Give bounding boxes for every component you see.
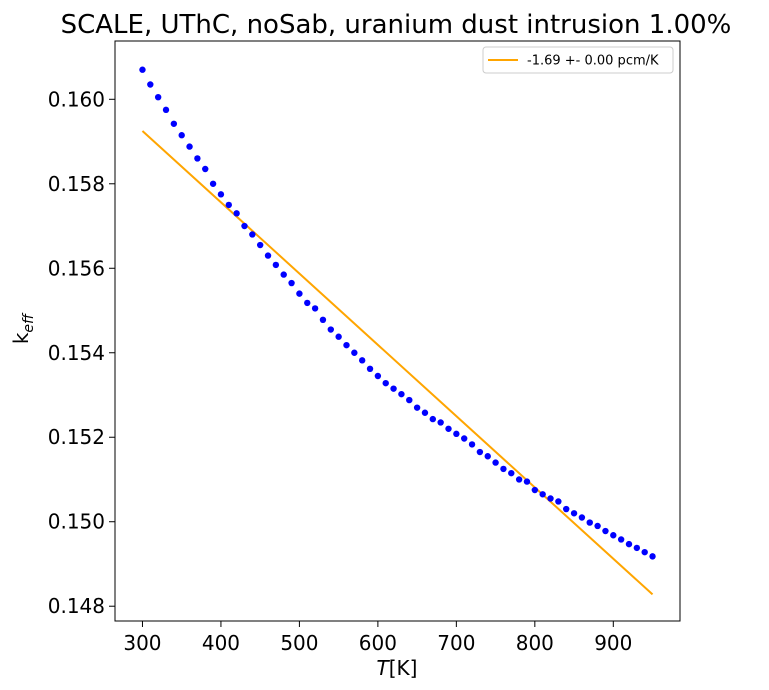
data-point [413, 404, 421, 411]
data-point [625, 540, 633, 548]
x-tick-label: 500 [280, 631, 318, 655]
data-point [484, 453, 491, 460]
data-point [531, 486, 539, 494]
data-point [178, 132, 185, 139]
data-point [461, 435, 468, 442]
data-point [641, 548, 648, 556]
data-point [280, 271, 287, 278]
data-point [547, 495, 554, 502]
data-point [406, 396, 413, 404]
x-axis-label-main: T [377, 656, 391, 680]
y-tick-label: 0.158 [48, 172, 105, 196]
data-point [272, 261, 280, 269]
data-point [398, 390, 405, 398]
data-point [476, 448, 484, 456]
data-point [162, 106, 170, 114]
data-point [241, 222, 248, 230]
data-point [390, 385, 397, 392]
data-point [421, 409, 429, 416]
data-point [343, 341, 350, 349]
x-tick-label: 900 [594, 631, 632, 655]
data-point [523, 478, 531, 485]
data-point [296, 290, 303, 297]
data-point [139, 66, 146, 73]
data-point [586, 519, 593, 526]
y-tick-label: 0.148 [48, 594, 105, 618]
chart-title: SCALE, UThC, noSab, uranium dust intrusi… [61, 10, 732, 40]
x-axis-label-unit: [K] [389, 656, 418, 680]
y-axis-label: keff [9, 312, 37, 344]
data-point [633, 544, 641, 552]
y-tick-label: 0.154 [48, 341, 105, 365]
data-point [311, 305, 319, 312]
data-point [382, 379, 389, 387]
legend-box [482, 46, 674, 74]
data-point [209, 180, 217, 187]
data-point [147, 81, 154, 88]
x-axis-label: T[K] [377, 656, 418, 680]
data-point [304, 299, 311, 307]
data-point [649, 553, 656, 560]
x-tick-label: 700 [437, 631, 475, 655]
data-point [264, 252, 272, 259]
legend: -1.69 +- 0.00 pcm/K [482, 46, 674, 74]
data-point [539, 491, 546, 498]
x-tick-label: 600 [359, 631, 397, 655]
data-point [374, 372, 382, 380]
data-point [319, 316, 327, 324]
y-axis-ticks: 0.148 0.150 0.152 0.154 0.156 0.158 0.160 [48, 87, 115, 618]
legend-label: -1.69 +- 0.00 pcm/K [527, 54, 659, 69]
data-point [225, 201, 232, 209]
data-point [288, 279, 295, 287]
data-point [202, 165, 209, 173]
data-point [351, 349, 358, 356]
data-point [194, 155, 201, 162]
data-point [249, 231, 256, 238]
data-point [256, 241, 264, 249]
data-point [555, 498, 562, 505]
data-point [617, 536, 625, 543]
x-tick-label: 800 [516, 631, 554, 655]
data-point [594, 522, 601, 530]
data-point [335, 333, 342, 340]
data-point [217, 191, 225, 198]
data-point [602, 527, 609, 535]
data-point [492, 459, 499, 466]
y-axis-label-subscript: eff [21, 312, 37, 333]
x-tick-label: 300 [123, 631, 161, 655]
data-point [233, 210, 240, 217]
data-point [563, 505, 570, 513]
data-point [570, 510, 578, 517]
data-point [610, 532, 617, 539]
data-point [515, 476, 523, 483]
data-point [508, 469, 515, 477]
data-point [445, 425, 452, 432]
data-point [453, 430, 460, 438]
data-point [154, 93, 162, 101]
data-point [429, 415, 437, 423]
data-point [500, 465, 507, 473]
y-tick-label: 0.150 [48, 510, 105, 534]
data-point [437, 419, 444, 426]
x-tick-label: 400 [202, 631, 240, 655]
data-point [186, 143, 193, 150]
data-point [358, 357, 366, 364]
fit-line [141, 130, 654, 596]
y-axis-label-main: k [9, 332, 33, 344]
y-tick-label: 0.152 [48, 425, 105, 449]
data-point [366, 365, 374, 373]
data-point [327, 326, 334, 333]
plot-marks [139, 66, 656, 596]
data-point [170, 120, 178, 127]
plot-frame [114, 40, 681, 622]
x-axis-ticks: 300 400 500 600 700 800 900 [123, 621, 632, 655]
data-point [578, 514, 586, 521]
data-point [468, 441, 476, 448]
y-tick-label: 0.156 [48, 256, 105, 280]
y-tick-label: 0.160 [48, 87, 105, 111]
